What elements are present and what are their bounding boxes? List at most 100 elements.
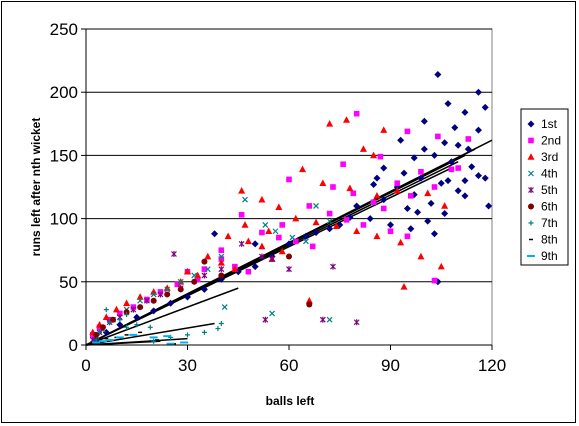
data-point (134, 322, 140, 328)
data-point (251, 240, 259, 248)
data-point (306, 301, 313, 308)
data-point (380, 164, 388, 172)
data-point (123, 309, 130, 316)
legend-label: 9th (541, 249, 558, 263)
series-1st (92, 71, 493, 343)
data-point (387, 228, 394, 235)
data-point (238, 186, 246, 194)
data-point (353, 202, 361, 210)
data-point (150, 307, 158, 315)
legend-marker (528, 203, 534, 210)
data-point (454, 141, 462, 149)
data-point (451, 124, 459, 132)
data-point (217, 259, 225, 266)
data-point (177, 286, 184, 293)
data-point (434, 71, 442, 79)
data-point (93, 331, 100, 338)
data-point (299, 165, 307, 173)
data-point (414, 208, 422, 216)
series-7th (93, 307, 224, 344)
data-point (102, 313, 110, 320)
data-point (373, 192, 381, 199)
data-point (112, 305, 120, 313)
data-point (224, 232, 232, 240)
data-point (420, 117, 428, 125)
data-point (417, 174, 425, 182)
data-point (403, 204, 411, 212)
data-point (194, 276, 201, 283)
data-point (200, 285, 208, 293)
data-point (410, 154, 418, 162)
data-point (454, 187, 462, 195)
trendline-6th (85, 287, 239, 346)
data-point (292, 238, 299, 245)
data-point (444, 100, 452, 108)
x-tick-label: 0 (81, 356, 90, 375)
data-point (150, 297, 157, 304)
data-point (455, 165, 461, 171)
data-point (380, 196, 388, 204)
data-point (124, 324, 130, 330)
data-point (418, 169, 424, 175)
data-point (437, 262, 445, 270)
legend: 1st 2nd 3rd 4th 5th 6th 7th 8th 9th (527, 117, 561, 263)
data-point (218, 272, 225, 279)
data-point (353, 110, 360, 117)
data-point (143, 297, 150, 304)
y-tick-label: 0 (69, 336, 78, 355)
data-point (123, 299, 131, 307)
data-point (302, 238, 309, 245)
data-point (275, 203, 283, 211)
trendline-9th (85, 340, 161, 346)
data-point (332, 222, 340, 229)
data-point (481, 174, 489, 182)
data-point (326, 218, 333, 225)
data-point (461, 177, 469, 185)
x-tick-label: 120 (478, 356, 506, 375)
data-point (218, 321, 224, 327)
data-point (251, 263, 259, 271)
data-point (302, 232, 310, 240)
data-point (326, 225, 334, 233)
data-point (218, 253, 225, 260)
data-point (424, 217, 432, 225)
data-point (393, 186, 401, 194)
legend-item-9th: 9th (527, 249, 558, 263)
data-point (184, 267, 191, 275)
data-point (218, 266, 225, 273)
data-point (191, 272, 198, 279)
y-tick-label: 150 (50, 146, 78, 165)
data-point (259, 229, 265, 236)
data-point (424, 189, 432, 197)
data-point (312, 229, 320, 237)
data-point (435, 133, 441, 140)
x-axis-ticks: 0 30 60 90 120 (81, 344, 506, 375)
data-point (201, 329, 207, 335)
data-point (133, 313, 141, 321)
data-point (430, 151, 438, 159)
data-point (326, 120, 334, 127)
data-point (262, 221, 269, 228)
legend-label: 8th (541, 233, 558, 247)
data-point (431, 277, 438, 284)
data-point (215, 326, 221, 332)
data-points (89, 71, 493, 345)
data-point (448, 166, 455, 173)
data-point (167, 299, 175, 307)
data-point (330, 263, 336, 270)
legend-item-5th: 5th (528, 183, 558, 197)
data-point (201, 272, 208, 279)
data-point (231, 265, 239, 272)
data-point (404, 128, 411, 135)
legend-item-8th: 8th (529, 233, 558, 247)
data-point (286, 176, 292, 183)
data-point (265, 227, 273, 235)
data-point (407, 225, 415, 233)
data-point (474, 126, 482, 134)
data-point (380, 126, 388, 133)
legend-item-1st: 1st (527, 117, 558, 131)
data-point (397, 136, 405, 144)
data-point (465, 136, 472, 142)
data-point (306, 203, 313, 209)
legend-label: 1st (541, 117, 558, 131)
